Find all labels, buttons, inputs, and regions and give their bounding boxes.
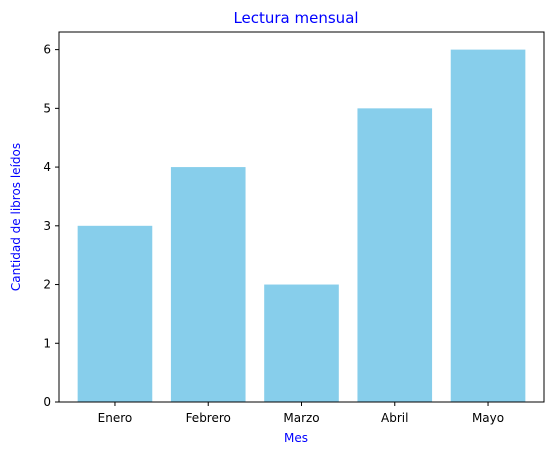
x-tick-label: Mayo: [472, 411, 504, 425]
x-axis-label: Mes: [284, 431, 308, 445]
y-tick-label: 3: [43, 219, 51, 233]
y-tick-label: 2: [43, 278, 51, 292]
bars-layer: [77, 49, 526, 403]
y-tick-label: 6: [43, 43, 51, 57]
x-tick-label: Abril: [381, 411, 408, 425]
y-tick-label: 0: [43, 395, 51, 409]
y-tick-label: 4: [43, 160, 51, 174]
y-tick-label: 1: [43, 336, 51, 350]
x-tick-label: Febrero: [186, 411, 231, 425]
ticks-layer: Enero Febrero Marzo Abril Mayo 0 1 2 3 4 5 6: [43, 43, 504, 425]
bar-marzo: [264, 284, 339, 402]
bar-febrero: [170, 167, 246, 402]
bar-enero: [77, 225, 153, 402]
bar-mayo: [450, 49, 526, 403]
y-axis-label: Cantidad de libros leídos: [9, 143, 23, 291]
bar-abril: [357, 108, 433, 402]
y-tick-label: 5: [43, 101, 51, 115]
x-tick-label: Enero: [98, 411, 133, 425]
chart-title: Lectura mensual: [233, 9, 358, 27]
x-tick-label: Marzo: [283, 411, 319, 425]
